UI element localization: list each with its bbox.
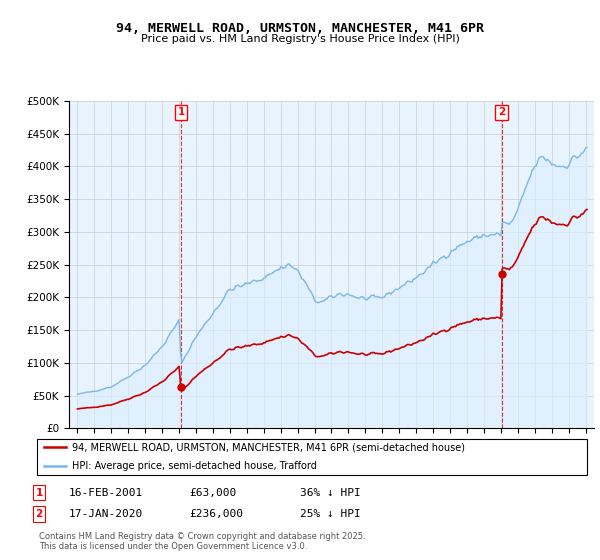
Text: Contains HM Land Registry data © Crown copyright and database right 2025.
This d: Contains HM Land Registry data © Crown c… [39,532,365,552]
Text: 2: 2 [498,108,505,118]
FancyBboxPatch shape [37,438,587,475]
Text: 16-FEB-2001: 16-FEB-2001 [69,488,143,498]
Text: 25% ↓ HPI: 25% ↓ HPI [300,509,361,519]
Text: 1: 1 [35,488,43,498]
Text: 1: 1 [178,108,185,118]
Text: Price paid vs. HM Land Registry's House Price Index (HPI): Price paid vs. HM Land Registry's House … [140,34,460,44]
Text: HPI: Average price, semi-detached house, Trafford: HPI: Average price, semi-detached house,… [72,461,317,472]
Text: 94, MERWELL ROAD, URMSTON, MANCHESTER, M41 6PR (semi-detached house): 94, MERWELL ROAD, URMSTON, MANCHESTER, M… [72,442,465,452]
Text: 94, MERWELL ROAD, URMSTON, MANCHESTER, M41 6PR: 94, MERWELL ROAD, URMSTON, MANCHESTER, M… [116,22,484,35]
Text: 2: 2 [35,509,43,519]
Text: 36% ↓ HPI: 36% ↓ HPI [300,488,361,498]
Text: £63,000: £63,000 [189,488,236,498]
Text: 17-JAN-2020: 17-JAN-2020 [69,509,143,519]
Text: £236,000: £236,000 [189,509,243,519]
